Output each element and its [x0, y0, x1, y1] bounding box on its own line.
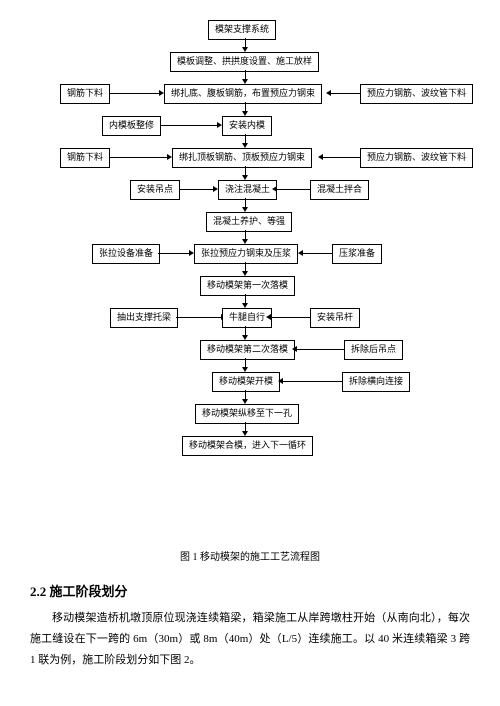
node-n11: 移动模架第二次落模 — [200, 340, 295, 360]
arrow — [245, 102, 246, 112]
arrow — [245, 294, 246, 304]
node-n12: 移动模架开模 — [212, 372, 280, 392]
node-n14: 移动模架合模，进入下一循环 — [182, 436, 313, 456]
arrow — [245, 38, 246, 48]
node-n4l: 内模板整修 — [102, 116, 161, 136]
node-n7: 混凝土养护、等强 — [206, 212, 292, 232]
arrow — [245, 70, 246, 80]
arrow — [245, 230, 246, 240]
node-n8: 张拉预应力钢束及压浆 — [194, 244, 298, 264]
node-n3: 绑扎底、腹板钢筋，布置预应力钢束 — [164, 84, 322, 104]
node-n12r: 拆除横向连接 — [342, 372, 410, 392]
arrow — [282, 381, 342, 382]
section-body: 移动模架造桥机墩顶原位现浇连续箱梁，箱梁施工从岸跨墩柱开始（从南向北），每次施工… — [30, 608, 470, 671]
node-n6r: 混凝土拌合 — [310, 180, 369, 200]
flowchart-caption: 图 1 移动模架的施工工艺流程图 — [30, 548, 470, 563]
flowchart-container: 模架支撑系统 模板调整、拱拱度设置、施工放样 钢筋下料 绑扎底、腹板钢筋，布置预… — [30, 20, 470, 540]
arrow — [180, 189, 214, 190]
node-n5r: 预应力钢筋、波纹管下料 — [360, 148, 473, 168]
arrow — [245, 422, 246, 432]
arrow — [270, 317, 310, 318]
arrow — [245, 134, 246, 144]
arrow — [322, 157, 360, 158]
arrow — [110, 93, 160, 94]
arrow — [176, 317, 222, 318]
node-n3l: 钢筋下料 — [60, 84, 110, 104]
arrow — [160, 125, 218, 126]
section-title: 2.2 施工阶段划分 — [30, 581, 470, 600]
node-n8r: 压浆准备 — [332, 244, 382, 264]
node-n6: 浇注混凝土 — [218, 180, 277, 200]
node-n1: 模架支撑系统 — [208, 20, 276, 40]
node-n10l: 抽出支撑托梁 — [110, 308, 178, 328]
arrow — [245, 262, 246, 272]
node-n2: 模板调整、拱拱度设置、施工放样 — [170, 52, 319, 72]
arrow — [330, 93, 360, 94]
node-n5: 绑扎顶板钢筋、顶板预应力钢束 — [172, 148, 312, 168]
node-n10r: 安装吊杆 — [310, 308, 360, 328]
arrow — [245, 198, 246, 208]
node-n11r: 拆除后吊点 — [344, 340, 403, 360]
arrow — [110, 157, 168, 158]
arrow — [245, 166, 246, 176]
node-n9: 移动模架第一次落模 — [200, 276, 295, 296]
arrow — [302, 253, 332, 254]
arrow — [245, 358, 246, 368]
arrow — [296, 349, 344, 350]
node-n8l: 张拉设备准备 — [92, 244, 160, 264]
arrow — [276, 189, 310, 190]
arrow — [158, 253, 190, 254]
node-n5l: 钢筋下料 — [60, 148, 110, 168]
node-n3r: 预应力钢筋、波纹管下料 — [360, 84, 473, 104]
node-n10: 牛腿自行 — [222, 308, 272, 328]
arrow — [245, 326, 246, 336]
arrow — [245, 390, 246, 400]
node-n13: 移动模架纵移至下一孔 — [195, 404, 299, 424]
node-n6l: 安装吊点 — [130, 180, 180, 200]
node-n4: 安装内模 — [222, 116, 272, 136]
